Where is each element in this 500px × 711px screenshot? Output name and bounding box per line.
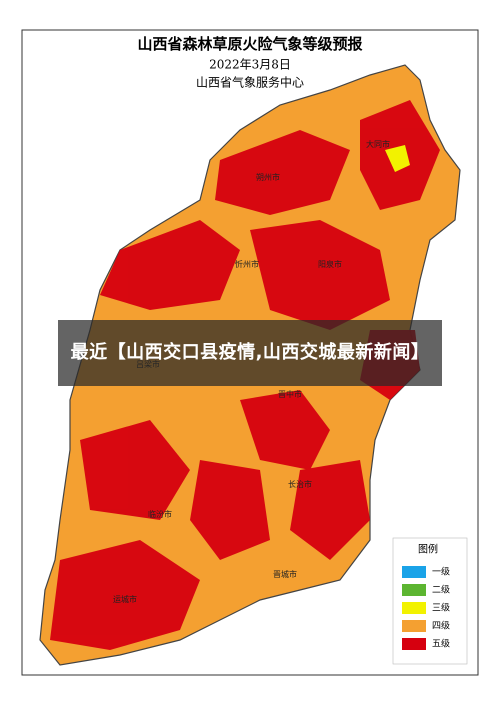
city-label: 晋中市 (278, 389, 302, 399)
legend-label: 五级 (432, 638, 450, 650)
legend-label: 四级 (432, 620, 450, 632)
legend-swatch (402, 566, 426, 578)
legend-swatch (402, 638, 426, 650)
city-label: 长治市 (288, 479, 312, 489)
city-label: 阳泉市 (318, 259, 342, 269)
city-label: 大同市 (366, 139, 390, 149)
legend-title: 图例 (418, 543, 438, 556)
map-title: 山西省森林草原火险气象等级预报 (137, 35, 362, 53)
risk-area (215, 130, 350, 215)
risk-area (190, 460, 270, 560)
city-label: 朔州市 (256, 172, 280, 182)
legend-swatch (402, 602, 426, 614)
legend-swatch (402, 620, 426, 632)
overlay-banner: 最近【山西交口县疫情,山西交城最新新闻】 (58, 320, 442, 386)
risk-area (290, 460, 370, 560)
map-date: 2022年3月8日 (209, 58, 291, 72)
legend-label: 一级 (432, 566, 450, 578)
yellow-area (385, 145, 410, 172)
city-label: 临汾市 (148, 509, 172, 519)
risk-area (50, 540, 200, 650)
legend-label: 三级 (432, 602, 450, 614)
risk-area (250, 220, 390, 330)
city-label: 运城市 (113, 594, 137, 604)
city-label: 晋城市 (273, 569, 297, 579)
legend-label: 二级 (432, 584, 450, 596)
overlay-text: 最近【山西交口县疫情,山西交城最新新闻】 (70, 342, 430, 363)
city-label: 忻州市 (235, 259, 259, 269)
risk-area (240, 390, 330, 470)
map-issuer: 山西省气象服务中心 (196, 75, 304, 90)
legend-swatch (402, 584, 426, 596)
risk-area (80, 420, 190, 520)
risk-area (100, 220, 240, 310)
